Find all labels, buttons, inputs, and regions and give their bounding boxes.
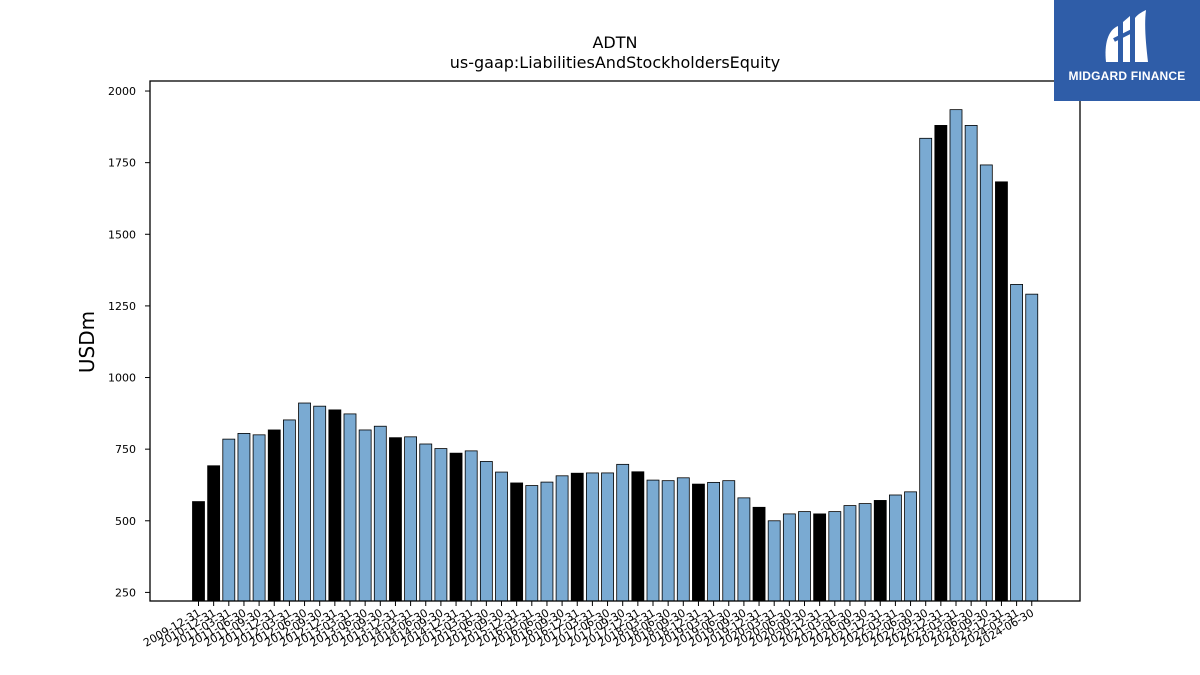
bar [873,500,887,602]
bar [434,448,448,602]
bar [646,479,660,602]
bar [949,109,963,602]
bar [419,443,433,602]
midgard-logo-icon [1105,10,1148,62]
bar [631,471,645,602]
bar [995,181,1008,602]
bar [389,437,402,602]
bar [449,452,463,602]
y-tick-label: 1000 [108,372,136,385]
bar [676,477,690,602]
bar [510,482,524,602]
bar [858,503,872,602]
plot-frame [149,80,1081,602]
bar [192,501,205,602]
bar [525,485,539,602]
bar [252,434,266,602]
y-tick-label: 2000 [108,85,136,98]
bar [313,405,327,602]
bar [707,481,720,602]
bar [1025,293,1039,602]
bar [207,465,221,602]
bar [358,429,372,602]
y-tick-label: 250 [115,586,136,599]
bar [904,491,917,602]
y-tick-label: 1500 [108,228,136,241]
bar [661,480,675,602]
y-tick-label: 1750 [108,157,136,170]
x-axis: 2009-12-312010-12-312011-03-312011-06-30… [141,601,1036,650]
chart-title: ADTN [592,33,638,52]
bar [464,450,478,602]
bar [843,505,857,602]
bar [601,472,614,602]
bar [828,511,842,602]
bar [722,480,736,602]
bar [964,125,978,602]
bar [813,513,827,602]
bar [782,513,796,602]
bar [889,494,902,602]
bar [752,506,766,602]
bar [570,472,584,602]
bar [979,164,993,602]
bar [540,481,554,602]
bar [798,511,811,602]
bar [616,463,630,602]
bar [919,137,933,602]
bar [267,429,281,602]
brand-logo: MIDGARD FINANCE [1054,0,1200,101]
bar [237,432,251,602]
bar [737,497,751,602]
bar [555,475,569,602]
bar [373,425,387,602]
y-axis-label: USDm [75,311,99,373]
bar [343,413,357,602]
chart-subtitle: us-gaap:LiabilitiesAndStockholdersEquity [449,53,781,72]
bar [495,471,508,602]
y-tick-label: 500 [115,515,136,528]
bars-group [192,109,1039,602]
bar [692,483,705,602]
bar [934,125,948,602]
bar [328,409,342,602]
bar [222,438,236,602]
y-tick-label: 1250 [108,300,136,313]
bar [479,461,493,602]
y-tick-label: 750 [115,443,136,456]
logo-text: MIDGARD FINANCE [1068,69,1186,83]
bar [282,419,296,602]
bar [404,436,418,602]
bar [1010,284,1023,602]
y-axis: 250 500 750 1000 1250 1500 1750 2000 [108,85,150,599]
bar [767,520,781,602]
bar [586,472,599,602]
bar [298,402,311,602]
